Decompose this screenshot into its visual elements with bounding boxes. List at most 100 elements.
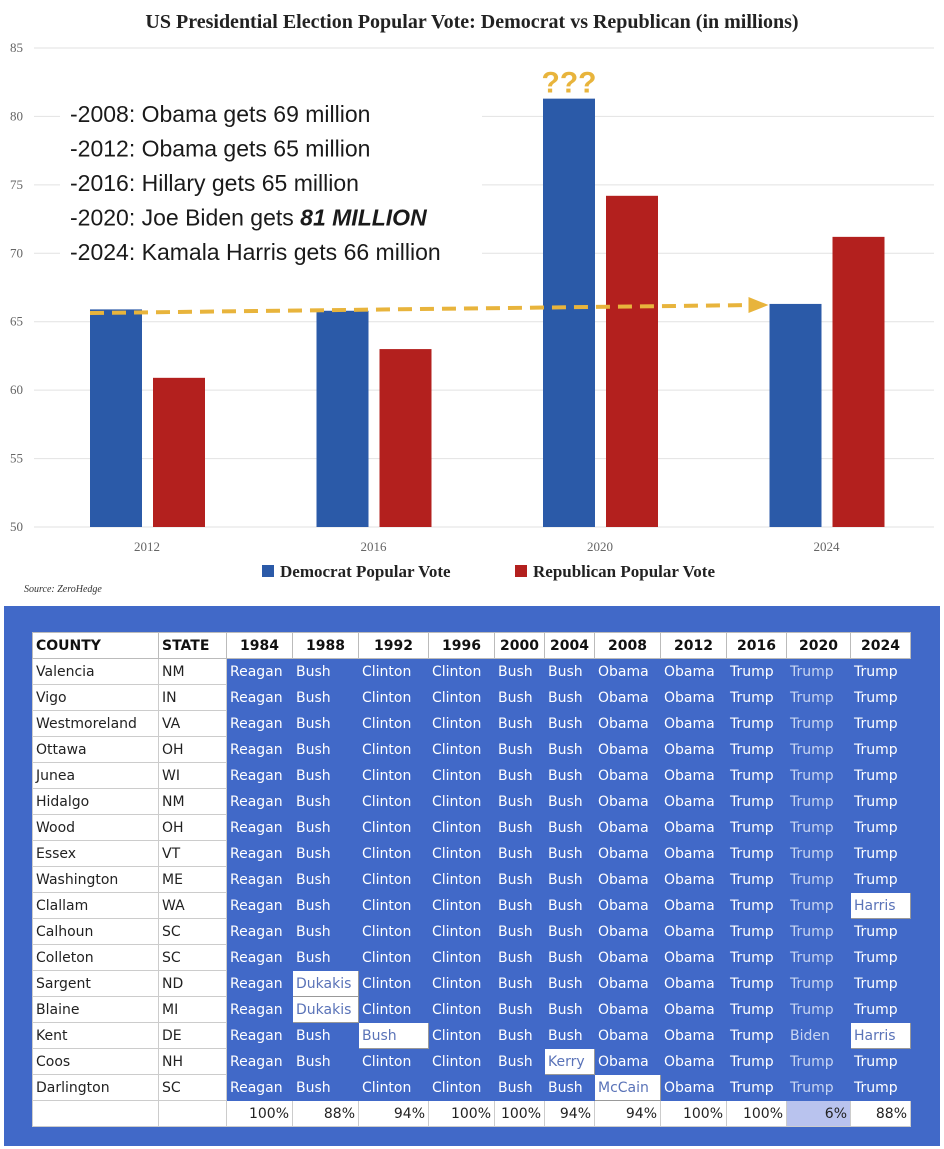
- vote-cell-2000: Bush: [494, 658, 545, 685]
- vote-cell-1992: Clinton: [358, 840, 429, 867]
- vote-cell-1992: Clinton: [358, 658, 429, 685]
- county-cell: Westmoreland: [32, 710, 159, 737]
- state-cell: SC: [158, 1074, 227, 1101]
- legend-swatch-republican: [515, 565, 527, 577]
- annotation-line: -2016: Hillary gets 65 million: [70, 170, 359, 196]
- vote-cell-2012: Obama: [660, 1048, 727, 1075]
- vote-cell-2000: Bush: [494, 684, 545, 711]
- county-cell: Coos: [32, 1048, 159, 1075]
- vote-cell-1992: Clinton: [358, 970, 429, 997]
- vote-cell-2020: Trump: [786, 788, 851, 815]
- blank-cell: [158, 1100, 227, 1127]
- vote-cell-2020: Trump: [786, 1048, 851, 1075]
- vote-cell-1992: Clinton: [358, 762, 429, 789]
- vote-cell-1988: Bush: [292, 736, 359, 763]
- vote-cell-1996: Clinton: [428, 1074, 495, 1101]
- county-cell: Kent: [32, 1022, 159, 1049]
- vote-cell-2016: Trump: [726, 658, 787, 685]
- vote-cell-1988: Bush: [292, 918, 359, 945]
- vote-cell-2020: Trump: [786, 710, 851, 737]
- vote-cell-1984: Reagan: [226, 762, 293, 789]
- vote-cell-2024: Trump: [850, 736, 911, 763]
- state-cell: WA: [158, 892, 227, 919]
- vote-cell-2016: Trump: [726, 1048, 787, 1075]
- x-tick-label: 2016: [361, 539, 388, 554]
- vote-cell-2000: Bush: [494, 710, 545, 737]
- vote-cell-1996: Clinton: [428, 840, 495, 867]
- vote-cell-1992: Clinton: [358, 1048, 429, 1075]
- percentage-cell-2008: 94%: [594, 1100, 661, 1127]
- vote-cell-1988: Bush: [292, 684, 359, 711]
- percentage-cell-1992: 94%: [358, 1100, 429, 1127]
- annotation-emphasis: 81 MILLION: [300, 205, 427, 231]
- vote-cell-2008: Obama: [594, 840, 661, 867]
- vote-cell-1996: Clinton: [428, 866, 495, 893]
- header-county: COUNTY: [32, 632, 159, 659]
- bar-republican-2012: [153, 377, 205, 527]
- vote-cell-2004: Bush: [544, 658, 595, 685]
- bar-democrat-2012: [90, 309, 142, 527]
- vote-cell-2020: Trump: [786, 892, 851, 919]
- bar-republican-2020: [606, 195, 658, 527]
- vote-cell-1992: Clinton: [358, 866, 429, 893]
- table-row: Sargent ND Reagan Dukakis Clinton Clinton Bush…: [32, 970, 911, 997]
- vote-cell-2008: Obama: [594, 970, 661, 997]
- vote-cell-1984: Reagan: [226, 1074, 293, 1101]
- vote-cell-1984: Reagan: [226, 710, 293, 737]
- vote-cell-2024: Trump: [850, 840, 911, 867]
- vote-cell-2020: Trump: [786, 814, 851, 841]
- vote-cell-1992: Bush: [358, 1022, 429, 1049]
- vote-cell-1992: Clinton: [358, 736, 429, 763]
- vote-cell-2008: Obama: [594, 710, 661, 737]
- county-cell: Darlington: [32, 1074, 159, 1101]
- vote-cell-2024: Trump: [850, 684, 911, 711]
- state-cell: VA: [158, 710, 227, 737]
- vote-cell-1996: Clinton: [428, 684, 495, 711]
- legend-label-democrat: Democrat Popular Vote: [280, 562, 451, 581]
- table-row: Essex VT Reagan Bush Clinton Clinton Bush Bush O…: [32, 840, 911, 867]
- vote-cell-2020: Biden: [786, 1022, 851, 1049]
- county-cell: Sargent: [32, 970, 159, 997]
- vote-cell-2016: Trump: [726, 710, 787, 737]
- vote-cell-2016: Trump: [726, 762, 787, 789]
- vote-cell-2012: Obama: [660, 970, 727, 997]
- blank-cell: [32, 1100, 159, 1127]
- vote-cell-2004: Bush: [544, 918, 595, 945]
- vote-cell-2004: Bush: [544, 840, 595, 867]
- vote-cell-1988: Bush: [292, 814, 359, 841]
- vote-cell-2016: Trump: [726, 840, 787, 867]
- percentage-cell-2004: 94%: [544, 1100, 595, 1127]
- table-row: Junea WI Reagan Bush Clinton Clinton Bush Bush O…: [32, 762, 911, 789]
- y-tick-label: 65: [10, 314, 23, 329]
- vote-cell-2004: Kerry: [544, 1048, 595, 1075]
- vote-cell-2024: Trump: [850, 1048, 911, 1075]
- header-2008: 2008: [594, 632, 661, 659]
- vote-cell-1984: Reagan: [226, 996, 293, 1023]
- vote-cell-2000: Bush: [494, 840, 545, 867]
- vote-cell-1984: Reagan: [226, 788, 293, 815]
- county-cell: Wood: [32, 814, 159, 841]
- vote-cell-2020: Trump: [786, 658, 851, 685]
- vote-cell-2020: Trump: [786, 1074, 851, 1101]
- vote-cell-2024: Trump: [850, 970, 911, 997]
- vote-cell-2020: Trump: [786, 840, 851, 867]
- county-cell: Calhoun: [32, 918, 159, 945]
- vote-cell-2008: Obama: [594, 918, 661, 945]
- vote-cell-2012: Obama: [660, 840, 727, 867]
- vote-cell-2004: Bush: [544, 762, 595, 789]
- vote-cell-2004: Bush: [544, 892, 595, 919]
- vote-cell-2000: Bush: [494, 736, 545, 763]
- vote-cell-1996: Clinton: [428, 762, 495, 789]
- vote-cell-2016: Trump: [726, 814, 787, 841]
- vote-cell-2020: Trump: [786, 944, 851, 971]
- header-2016: 2016: [726, 632, 787, 659]
- vote-cell-2016: Trump: [726, 736, 787, 763]
- vote-cell-1988: Bush: [292, 1048, 359, 1075]
- state-cell: WI: [158, 762, 227, 789]
- vote-cell-2016: Trump: [726, 1074, 787, 1101]
- state-cell: ME: [158, 866, 227, 893]
- vote-cell-1988: Dukakis: [292, 970, 359, 997]
- vote-cell-2012: Obama: [660, 788, 727, 815]
- vote-cell-1988: Bush: [292, 1074, 359, 1101]
- vote-cell-1996: Clinton: [428, 658, 495, 685]
